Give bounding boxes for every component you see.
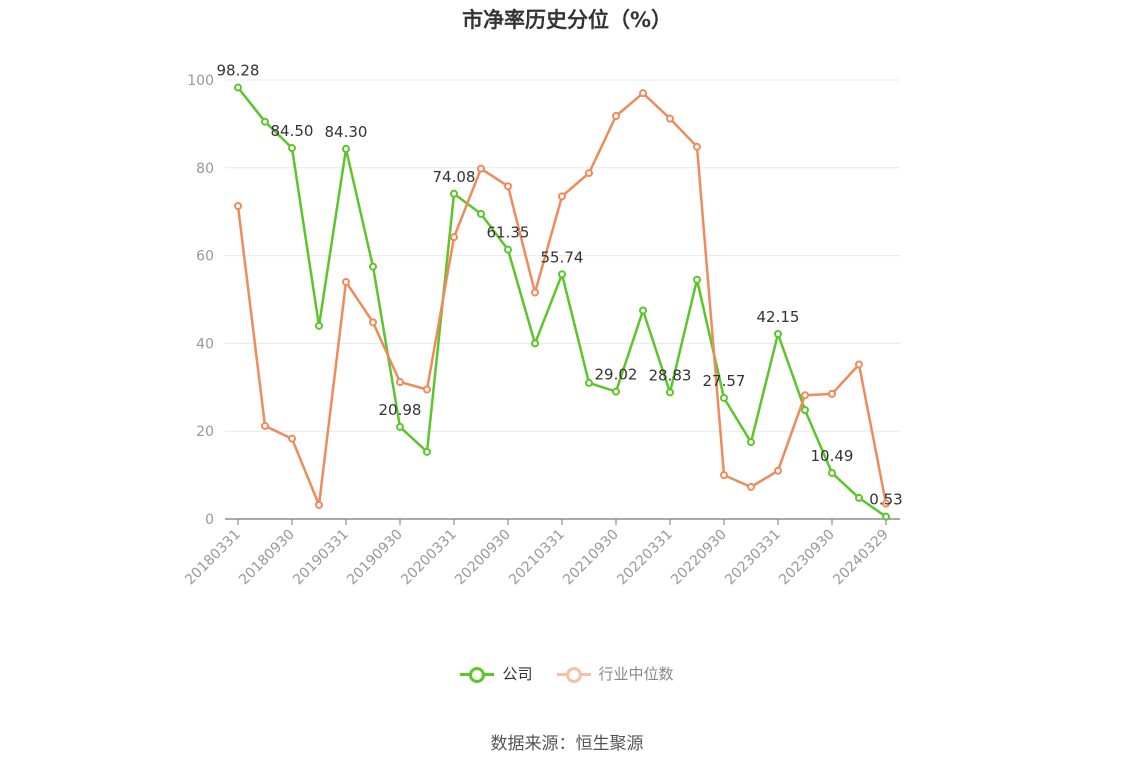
point-s0-13 (585, 378, 593, 387)
point-s0-24 (882, 512, 890, 521)
x-tick-label-20230331: 20230331 (722, 527, 784, 589)
point-s1-8 (450, 233, 458, 242)
series-line-0 (237, 86, 887, 518)
legend-item-company[interactable]: 公司 (460, 663, 533, 684)
legend-label-company: 公司 (502, 665, 533, 683)
point-s0-14 (612, 387, 620, 396)
data-label-2: 84.50 (271, 122, 314, 140)
x-tick-label-20210930: 20210930 (560, 527, 622, 589)
data-label-8: 74.08 (433, 168, 476, 186)
point-s0-22 (828, 468, 836, 477)
point-s1-4 (342, 277, 350, 286)
data-label-24: 0.53 (869, 491, 902, 509)
data-label-12: 55.74 (541, 248, 584, 266)
x-tick-label-20220930: 20220930 (668, 527, 730, 589)
point-s0-4 (342, 144, 350, 153)
y-tick-label-60: 60 (196, 249, 214, 265)
data-labels: 98.28 84.50 84.30 20.98 74.08 61.35 55.74 29.02… (217, 62, 903, 509)
y-tick-label-0: 0 (205, 512, 214, 528)
data-label-20: 42.15 (757, 308, 800, 326)
x-tick-label-20200930: 20200930 (452, 527, 514, 589)
data-label-14: 29.02 (595, 366, 638, 384)
point-s0-12 (558, 270, 566, 279)
x-tick-label-20210331: 20210331 (506, 527, 568, 589)
point-s0-11 (531, 339, 539, 348)
x-tick-label-20220331: 20220331 (614, 527, 676, 589)
point-s0-20 (774, 329, 782, 338)
data-label-4: 84.30 (325, 123, 368, 141)
point-s0-6 (396, 422, 404, 431)
chart-plot: 0 20 40 60 80 100 2018033120180930201903312019… (182, 62, 903, 589)
legend-swatch-company (460, 666, 495, 683)
x-tick-label-20230930: 20230930 (776, 527, 838, 589)
data-label-22: 10.49 (811, 447, 854, 465)
point-s1-17 (693, 142, 701, 151)
point-s0-18 (720, 393, 728, 402)
point-s1-2 (288, 434, 296, 443)
point-s1-3 (315, 500, 323, 509)
point-s0-17 (693, 275, 701, 284)
chart-title: 市净率历史分位（%） (461, 8, 673, 32)
x-tick-label-20180331: 20180331 (182, 527, 244, 589)
data-label-0: 98.28 (217, 62, 260, 80)
x-tick-label-20240329: 20240329 (830, 527, 892, 589)
point-s1-16 (666, 114, 674, 123)
point-s1-15 (639, 89, 647, 98)
x-tick-label-20200331: 20200331 (398, 527, 460, 589)
point-s0-5 (369, 262, 377, 271)
point-s1-18 (720, 471, 728, 480)
point-s1-22 (828, 389, 836, 398)
legend-item-industry[interactable]: 行业中位数 (556, 663, 674, 684)
point-s1-21 (801, 391, 809, 400)
point-s1-5 (369, 318, 377, 327)
series-line-1 (236, 91, 888, 507)
point-s0-15 (639, 306, 647, 315)
point-s1-0 (234, 201, 242, 210)
point-s0-16 (666, 388, 674, 397)
source-note: 数据来源：恒生聚源 (490, 734, 644, 754)
point-s1-9 (477, 164, 485, 173)
data-label-18: 27.57 (703, 372, 746, 390)
legend-swatch-industry (556, 666, 591, 683)
x-tick-label-20190331: 20190331 (290, 527, 352, 589)
x-tick-label-20180930: 20180930 (236, 527, 298, 589)
data-label-10: 61.35 (487, 224, 530, 242)
point-s1-7 (423, 385, 431, 394)
point-s0-2 (288, 144, 296, 153)
point-s0-9 (477, 209, 485, 218)
x-tick-label-20190930: 20190930 (344, 527, 406, 589)
point-s1-10 (504, 182, 512, 191)
series-lines (234, 83, 890, 521)
point-s1-13 (585, 169, 593, 178)
point-s0-8 (450, 189, 458, 198)
point-s0-19 (747, 438, 755, 447)
point-s0-10 (504, 245, 512, 254)
point-s1-6 (396, 378, 404, 387)
point-s1-1 (261, 421, 269, 430)
point-s0-1 (261, 117, 269, 126)
point-s1-19 (747, 482, 755, 491)
data-label-6: 20.98 (379, 401, 422, 419)
point-s1-11 (531, 288, 539, 297)
y-tick-label-20: 20 (196, 424, 214, 440)
point-s0-21 (801, 406, 809, 415)
data-label-16: 28.83 (649, 366, 692, 384)
legend-label-industry: 行业中位数 (598, 665, 674, 683)
point-s0-7 (423, 447, 431, 456)
y-tick-label-80: 80 (196, 161, 214, 177)
point-s0-0 (234, 83, 242, 92)
point-s0-23 (855, 493, 863, 502)
point-s1-24 (882, 499, 890, 508)
legend: 公司 行业中位数 (0, 663, 1134, 684)
point-s1-14 (612, 111, 620, 120)
point-s1-23 (855, 360, 863, 369)
point-s0-3 (315, 321, 323, 330)
y-tick-label-40: 40 (196, 336, 214, 352)
y-tick-label-100: 100 (187, 73, 214, 89)
point-s1-20 (774, 466, 782, 475)
point-s1-12 (558, 192, 566, 201)
